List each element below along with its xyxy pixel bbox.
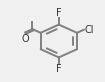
Text: F: F [56, 8, 62, 18]
Text: O: O [22, 34, 30, 44]
Text: F: F [56, 64, 62, 74]
Text: Cl: Cl [85, 25, 94, 35]
